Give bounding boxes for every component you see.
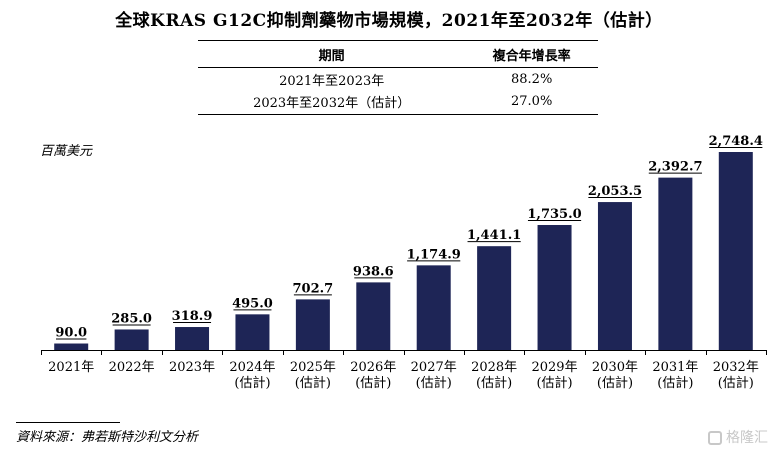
bar xyxy=(114,329,149,350)
bar xyxy=(718,152,753,350)
cagr-row: 2023年至2032年（估計） 27.0% xyxy=(198,90,598,115)
bar xyxy=(658,177,693,350)
x-tick-label: (估計) xyxy=(295,375,331,391)
x-tick-label: 2022年 xyxy=(109,360,155,375)
cagr-header-period: 期間 xyxy=(198,40,466,68)
x-tick-label: (估計) xyxy=(234,375,270,391)
bar-value-label: 318.9 xyxy=(172,309,213,324)
bar-value-label: 1,735.0 xyxy=(527,207,581,222)
bar xyxy=(295,299,330,350)
bar xyxy=(356,282,391,350)
bar xyxy=(597,202,632,350)
cagr-period: 2021年至2023年 xyxy=(279,74,385,89)
bar-value-label: 285.0 xyxy=(111,311,152,326)
bar-value-label: 702.7 xyxy=(293,281,334,296)
bar-value-label: 2,053.5 xyxy=(588,184,642,199)
x-tick-label: 2023年 xyxy=(169,360,215,375)
bar xyxy=(416,265,451,350)
bar-value-label: 938.6 xyxy=(353,264,394,279)
bar-value-label: 2,748.4 xyxy=(709,134,763,149)
bar xyxy=(235,314,270,350)
x-tick-label: (估計) xyxy=(416,375,452,391)
cagr-header-rate: 複合年增長率 xyxy=(465,40,598,68)
bar xyxy=(537,225,572,350)
cagr-row: 2021年至2023年 88.2% xyxy=(198,68,598,91)
x-tick-label: 2030年 xyxy=(592,360,638,375)
x-tick-label: (估計) xyxy=(355,375,391,391)
bar-value-label: 1,174.9 xyxy=(407,247,461,262)
bar xyxy=(175,327,210,350)
x-tick-label: (估計) xyxy=(536,375,572,391)
cagr-table: 期間 複合年增長率 2021年至2023年 88.2% 2023年至2032年（… xyxy=(198,40,598,115)
watermark-text: 格隆汇 xyxy=(726,430,768,446)
watermark: 格隆汇 xyxy=(708,427,768,447)
bar xyxy=(477,246,512,350)
x-tick-label: 2025年 xyxy=(290,360,336,375)
bar-value-label: 495.0 xyxy=(232,296,273,311)
x-tick-label: 2032年 xyxy=(713,360,759,375)
bar-value-label: 90.0 xyxy=(55,326,87,341)
bar-value-label: 1,441.1 xyxy=(467,228,521,243)
x-tick-label: 2024年 xyxy=(229,360,275,375)
cagr-period: 2023年至2032年（估計） xyxy=(198,90,466,115)
x-tick-label: 2028年 xyxy=(471,360,517,375)
source-note: 資料來源：弗若斯特沙利文分析 xyxy=(16,430,199,445)
x-tick-label: 2026年 xyxy=(350,360,396,375)
x-tick-label: (估計) xyxy=(476,375,512,391)
x-tick-label: 2029年 xyxy=(531,360,577,375)
x-tick-label: (估計) xyxy=(718,375,754,391)
x-tick-label: 2021年 xyxy=(48,360,94,375)
source-divider xyxy=(16,422,120,423)
x-tick-label: 2027年 xyxy=(411,360,457,375)
cagr-rate: 88.2% xyxy=(511,72,553,87)
y-axis-unit-label: 百萬美元 xyxy=(40,144,93,159)
watermark-logo-icon xyxy=(708,431,722,445)
x-tick-label: 2031年 xyxy=(652,360,698,375)
x-tick-label: (估計) xyxy=(597,375,633,391)
cagr-rate: 27.0% xyxy=(465,90,598,115)
cagr-header-row: 期間 複合年增長率 xyxy=(198,40,598,68)
bar-value-label: 2,392.7 xyxy=(648,160,702,175)
chart-title: 全球KRAS G12C抑制劑藥物市場規模，2021年至2032年（估計） xyxy=(115,11,663,31)
bar xyxy=(54,343,89,350)
x-tick-label: (估計) xyxy=(657,375,693,391)
